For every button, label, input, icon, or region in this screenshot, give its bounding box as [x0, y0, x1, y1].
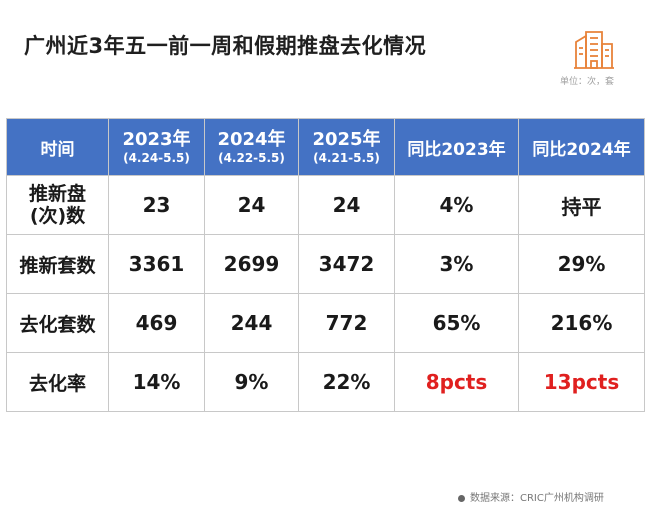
table-cell: 772	[298, 293, 395, 353]
row-label-sell-through-rate: 去化率	[6, 352, 109, 412]
table-cell: 24	[298, 175, 395, 235]
table-cell: 3472	[298, 234, 395, 294]
building-logo-icon	[572, 26, 616, 70]
table-cell: 持平	[518, 175, 645, 235]
table-cell: 2699	[204, 234, 299, 294]
header-yoy-2023-label: 同比2023年	[407, 139, 506, 160]
header-time-label: 时间	[40, 139, 75, 160]
table-cell: 65%	[394, 293, 519, 353]
table-row: 去化套数 469 244 772 65% 216%	[6, 293, 645, 353]
table-row: 推新套数 3361 2699 3472 3% 29%	[6, 234, 645, 294]
table-cell: 22%	[298, 352, 395, 412]
data-table: 时间 2023年 (4.24-5.5) 2024年 (4.22-5.5) 202…	[6, 118, 645, 412]
row-label-sold-units: 去化套数	[6, 293, 109, 353]
header-yoy-2023: 同比2023年	[394, 118, 519, 176]
table-row: 推新盘 (次)数 23 24 24 4% 持平	[6, 175, 645, 235]
table-row: 去化率 14% 9% 22% 8pcts 13pcts	[6, 352, 645, 412]
source-note: 数据来源：CRIC广州机构调研	[458, 489, 604, 504]
row-label-line: (次)数	[29, 205, 86, 227]
header-2024-range: (4.22-5.5)	[218, 151, 285, 165]
header-2025: 2025年 (4.21-5.5)	[298, 118, 395, 176]
table-cell: 9%	[204, 352, 299, 412]
table-cell: 4%	[394, 175, 519, 235]
row-label-new-launches: 推新盘 (次)数	[6, 175, 109, 235]
table-cell: 23	[108, 175, 205, 235]
header-2023-year: 2023年	[122, 129, 191, 150]
header-2023-range: (4.24-5.5)	[123, 151, 190, 165]
table-cell: 3%	[394, 234, 519, 294]
header-2023: 2023年 (4.24-5.5)	[108, 118, 205, 176]
building-logo-svg	[574, 31, 614, 69]
header-2025-year: 2025年	[312, 129, 381, 150]
unit-note: 单位：次，套	[560, 77, 615, 87]
header-yoy-2024-label: 同比2024年	[532, 139, 631, 160]
page-title: 广州近3年五一前一周和假期推盘去化情况	[24, 34, 427, 58]
header-2024: 2024年 (4.22-5.5)	[204, 118, 299, 176]
row-label-line: 推新盘	[28, 183, 86, 205]
table-cell: 216%	[518, 293, 645, 353]
data-table-container: 时间 2023年 (4.24-5.5) 2024年 (4.22-5.5) 202…	[6, 118, 645, 412]
source-text: 数据来源：CRIC广州机构调研	[470, 493, 604, 504]
table-cell-highlight: 13pcts	[518, 352, 645, 412]
table-header-row: 时间 2023年 (4.24-5.5) 2024年 (4.22-5.5) 202…	[6, 118, 645, 176]
table-cell-highlight: 8pcts	[394, 352, 519, 412]
row-label-new-units: 推新套数	[6, 234, 109, 294]
header-2025-range: (4.21-5.5)	[313, 151, 380, 165]
header-time: 时间	[6, 118, 109, 176]
table-cell: 244	[204, 293, 299, 353]
bullet-dot-icon	[458, 494, 465, 502]
header-yoy-2024: 同比2024年	[518, 118, 645, 176]
table-cell: 29%	[518, 234, 645, 294]
table-cell: 14%	[108, 352, 205, 412]
table-cell: 469	[108, 293, 205, 353]
table-cell: 3361	[108, 234, 205, 294]
header-2024-year: 2024年	[217, 129, 286, 150]
table-cell: 24	[204, 175, 299, 235]
